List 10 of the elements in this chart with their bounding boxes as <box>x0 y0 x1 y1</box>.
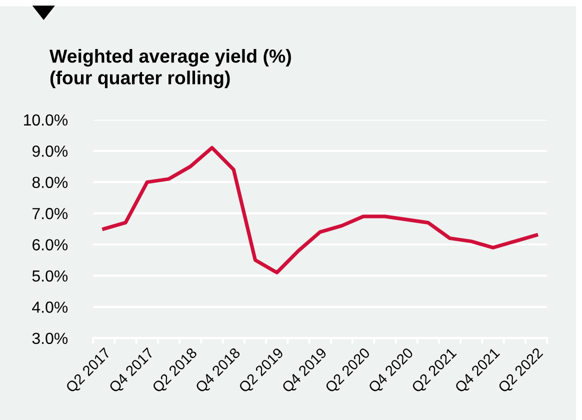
y-tick-label: 7.0% <box>32 208 68 220</box>
y-tick-label: 6.0% <box>32 239 68 250</box>
y-tick-label: 9.0% <box>32 146 68 157</box>
chart-title: Weighted average yield (%) (four quarter rolling) <box>49 49 291 88</box>
y-tick-label: 5.0% <box>32 270 68 282</box>
y-tick-label: 4.0% <box>32 302 68 313</box>
y-tick-label: 3.0% <box>32 332 68 344</box>
y-tick-label: 10.0% <box>24 114 68 126</box>
y-tick-label: 8.0% <box>32 176 68 188</box>
line-series <box>102 146 538 274</box>
